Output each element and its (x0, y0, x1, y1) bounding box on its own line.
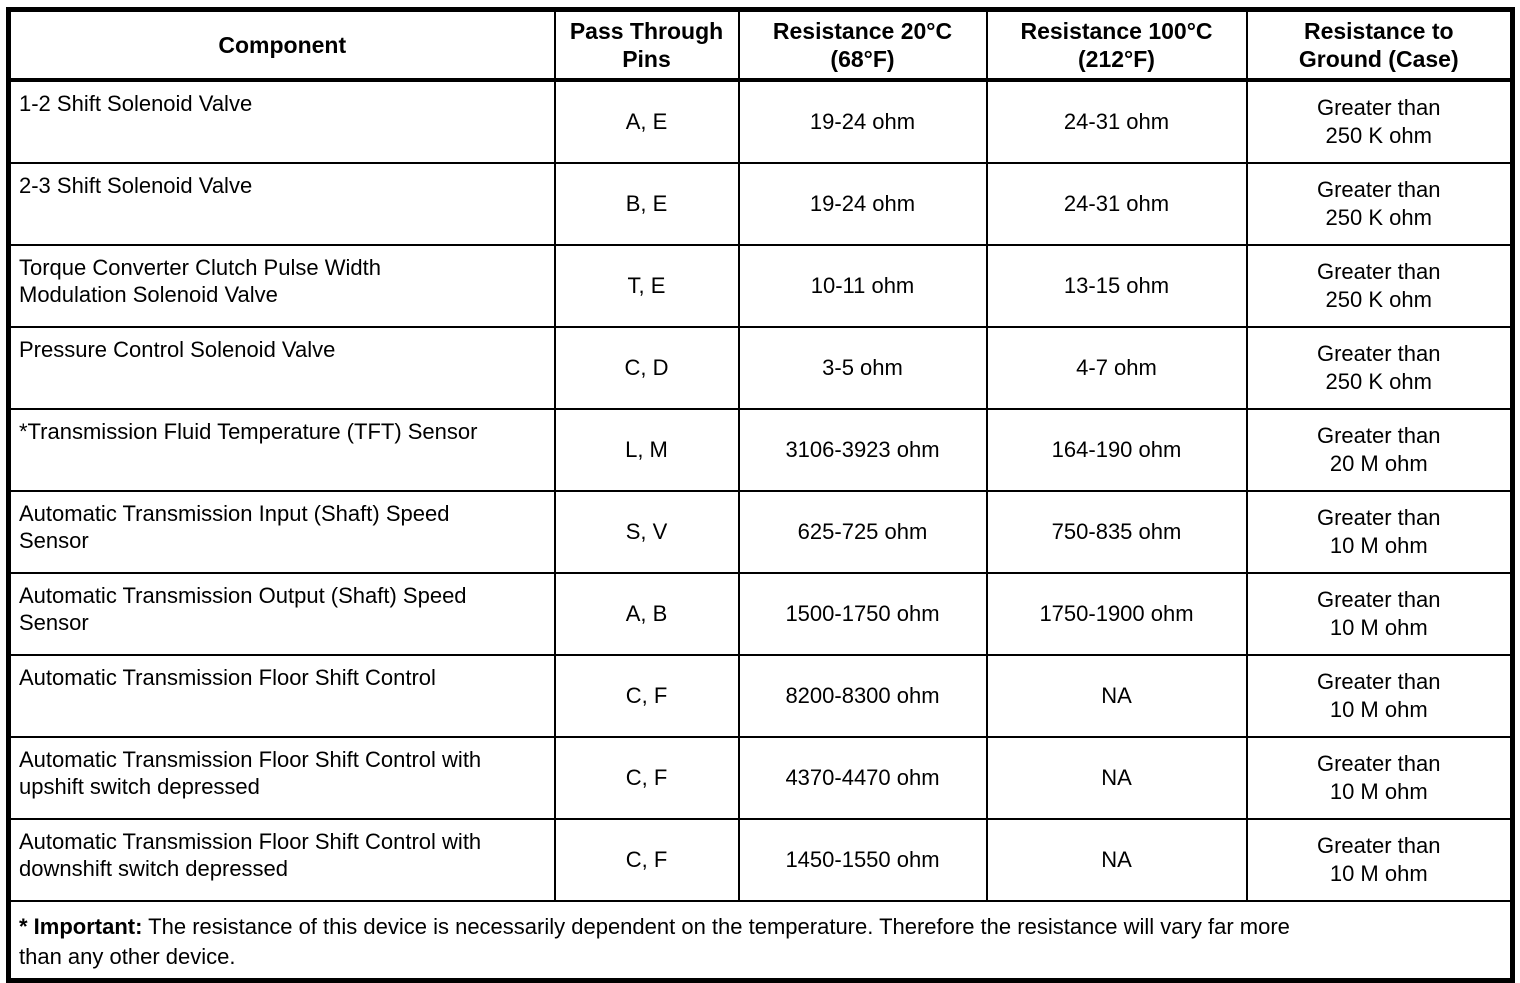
resistance-100c-cell: 164-190 ohm (985, 408, 1248, 492)
resistance-100c-cell: NA (985, 736, 1248, 820)
component-cell: 2-3 Shift Solenoid Valve (7, 162, 556, 246)
header-cell-component: Component (7, 8, 556, 82)
resistance-20c-cell: 19-24 ohm (737, 162, 988, 246)
header-cell-resistance-ground: Resistance to Ground (Case) (1245, 8, 1514, 82)
component-cell: Torque Converter Clutch Pulse Width Modu… (7, 244, 556, 328)
table-row: *Transmission Fluid Temperature (TFT) Se… (7, 408, 1514, 492)
header-cell-resistance-20c: Resistance 20°C (68°F) (737, 8, 988, 82)
component-cell: Automatic Transmission Floor Shift Contr… (7, 654, 556, 738)
table-row: Automatic Transmission Floor Shift Contr… (7, 736, 1514, 820)
header-row: Component Pass Through Pins Resistance 2… (7, 8, 1514, 82)
component-cell: 1-2 Shift Solenoid Valve (7, 79, 556, 164)
resistance-ground-cell: Greater than 10 M ohm (1245, 654, 1514, 738)
header-cell-resistance-100c: Resistance 100°C (212°F) (985, 8, 1248, 82)
resistance-spec-table: Component Pass Through Pins Resistance 2… (6, 7, 1515, 983)
resistance-ground-cell: Greater than 250 K ohm (1245, 79, 1514, 164)
resistance-20c-cell: 1500-1750 ohm (737, 572, 988, 656)
table-row: 2-3 Shift Solenoid Valve B, E 19-24 ohm … (7, 162, 1514, 246)
table-row: 1-2 Shift Solenoid Valve A, E 19-24 ohm … (7, 79, 1514, 164)
resistance-ground-cell: Greater than 250 K ohm (1245, 162, 1514, 246)
footnote-text: The resistance of this device is necessa… (19, 914, 1290, 969)
table-row: Automatic Transmission Floor Shift Contr… (7, 654, 1514, 738)
pins-cell: C, F (553, 654, 740, 738)
resistance-20c-cell: 19-24 ohm (737, 79, 988, 164)
table-body: 1-2 Shift Solenoid Valve A, E 19-24 ohm … (7, 79, 1514, 982)
table-row: Pressure Control Solenoid Valve C, D 3-5… (7, 326, 1514, 410)
pins-cell: S, V (553, 490, 740, 574)
resistance-100c-cell: 24-31 ohm (985, 162, 1248, 246)
resistance-ground-cell: Greater than 10 M ohm (1245, 572, 1514, 656)
component-cell: Automatic Transmission Floor Shift Contr… (7, 818, 556, 902)
pins-cell: B, E (553, 162, 740, 246)
pins-cell: T, E (553, 244, 740, 328)
resistance-ground-cell: Greater than 10 M ohm (1245, 490, 1514, 574)
resistance-ground-cell: Greater than 250 K ohm (1245, 326, 1514, 410)
resistance-20c-cell: 8200-8300 ohm (737, 654, 988, 738)
pins-cell: L, M (553, 408, 740, 492)
resistance-ground-cell: Greater than 10 M ohm (1245, 736, 1514, 820)
resistance-ground-cell: Greater than 10 M ohm (1245, 818, 1514, 902)
pins-cell: C, D (553, 326, 740, 410)
pins-cell: C, F (553, 736, 740, 820)
resistance-100c-cell: 4-7 ohm (985, 326, 1248, 410)
resistance-100c-cell: 750-835 ohm (985, 490, 1248, 574)
component-cell: Pressure Control Solenoid Valve (7, 326, 556, 410)
resistance-ground-cell: Greater than 250 K ohm (1245, 244, 1514, 328)
table-row: Torque Converter Clutch Pulse Width Modu… (7, 244, 1514, 328)
resistance-20c-cell: 1450-1550 ohm (737, 818, 988, 902)
component-cell: Automatic Transmission Output (Shaft) Sp… (7, 572, 556, 656)
table-row: Automatic Transmission Floor Shift Contr… (7, 818, 1514, 902)
resistance-20c-cell: 10-11 ohm (737, 244, 988, 328)
resistance-100c-cell: 13-15 ohm (985, 244, 1248, 328)
resistance-ground-cell: Greater than 20 M ohm (1245, 408, 1514, 492)
table-row: Automatic Transmission Input (Shaft) Spe… (7, 490, 1514, 574)
component-cell: *Transmission Fluid Temperature (TFT) Se… (7, 408, 556, 492)
component-cell: Automatic Transmission Floor Shift Contr… (7, 736, 556, 820)
resistance-100c-cell: 1750-1900 ohm (985, 572, 1248, 656)
table-header: Component Pass Through Pins Resistance 2… (7, 8, 1514, 82)
resistance-20c-cell: 3106-3923 ohm (737, 408, 988, 492)
resistance-20c-cell: 625-725 ohm (737, 490, 988, 574)
pins-cell: A, B (553, 572, 740, 656)
resistance-100c-cell: NA (985, 654, 1248, 738)
pins-cell: C, F (553, 818, 740, 902)
component-cell: Automatic Transmission Input (Shaft) Spe… (7, 490, 556, 574)
pins-cell: A, E (553, 79, 740, 164)
resistance-20c-cell: 4370-4470 ohm (737, 736, 988, 820)
resistance-20c-cell: 3-5 ohm (737, 326, 988, 410)
footnote-label: * Important: (19, 914, 143, 939)
footnote-cell: * Important: The resistance of this devi… (7, 900, 1514, 982)
resistance-100c-cell: 24-31 ohm (985, 79, 1248, 164)
table-row: Automatic Transmission Output (Shaft) Sp… (7, 572, 1514, 656)
header-cell-pass-through-pins: Pass Through Pins (553, 8, 740, 82)
footnote-row: * Important: The resistance of this devi… (7, 900, 1514, 982)
resistance-100c-cell: NA (985, 818, 1248, 902)
